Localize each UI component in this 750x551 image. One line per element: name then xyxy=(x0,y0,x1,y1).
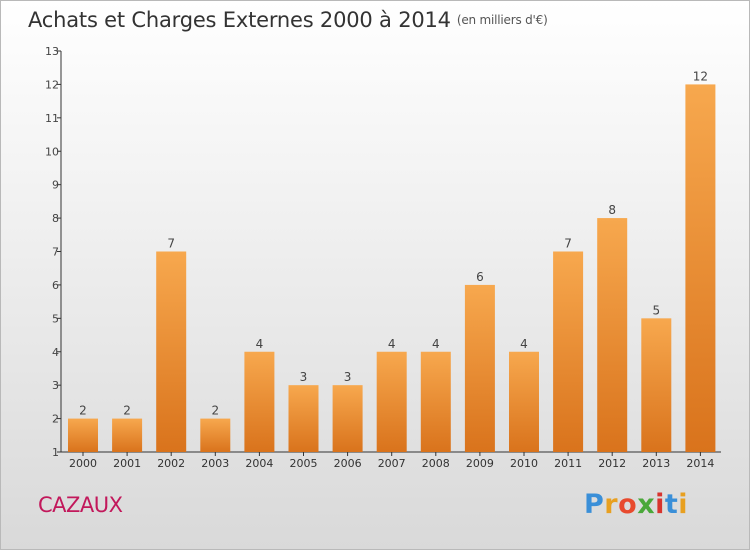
bar xyxy=(200,418,231,452)
logo-letter: P xyxy=(584,489,605,520)
y-tick-label: 4 xyxy=(52,346,59,359)
data-label: 3 xyxy=(344,370,352,384)
x-tick-label: 2009 xyxy=(466,457,494,470)
bar xyxy=(112,418,143,452)
chart-title-text: Achats et Charges Externes 2000 à 2014 xyxy=(28,8,451,32)
y-tick-label: 3 xyxy=(52,379,59,392)
bar xyxy=(464,284,495,452)
x-tick-label: 2013 xyxy=(642,457,670,470)
bar xyxy=(553,251,584,452)
y-tick-label: 10 xyxy=(45,145,59,158)
y-tick-label: 7 xyxy=(52,246,59,259)
data-label: 4 xyxy=(520,337,528,351)
x-tick-label: 2005 xyxy=(290,457,318,470)
y-tick-label: 13 xyxy=(45,45,59,58)
data-label: 8 xyxy=(608,203,616,217)
logo-letter: x xyxy=(637,489,656,520)
bar xyxy=(420,351,451,452)
logo-letter: o xyxy=(618,489,638,520)
y-tick-label: 8 xyxy=(52,212,59,225)
bar xyxy=(509,351,539,452)
proxiti-logo: Proxiti xyxy=(584,489,688,520)
bar xyxy=(288,385,319,452)
x-tick-label: 2006 xyxy=(334,457,362,470)
bar xyxy=(597,218,628,452)
data-label: 12 xyxy=(693,69,708,83)
data-label: 4 xyxy=(432,337,440,351)
logo-letter: t xyxy=(664,489,679,520)
y-tick-label: 1 xyxy=(52,446,59,459)
bar xyxy=(376,351,407,452)
x-tick-label: 2004 xyxy=(245,457,273,470)
y-tick-label: 5 xyxy=(52,312,59,325)
data-label: 5 xyxy=(652,303,660,317)
data-label: 2 xyxy=(123,404,131,418)
bar xyxy=(68,418,98,452)
x-tick-label: 2011 xyxy=(554,457,582,470)
data-label: 4 xyxy=(256,337,264,351)
x-tick-label: 2007 xyxy=(378,457,406,470)
data-label: 4 xyxy=(388,337,396,351)
data-label: 3 xyxy=(300,370,308,384)
x-tick-label: 2002 xyxy=(157,457,185,470)
y-tick-label: 12 xyxy=(45,78,59,91)
data-label: 7 xyxy=(167,237,175,251)
y-tick-label: 6 xyxy=(52,279,59,292)
x-tick-label: 2000 xyxy=(69,457,97,470)
bar xyxy=(244,351,275,452)
bar xyxy=(641,318,672,452)
bar xyxy=(332,385,363,452)
x-tick-label: 2010 xyxy=(510,457,538,470)
x-tick-label: 2014 xyxy=(686,457,714,470)
y-tick-label: 9 xyxy=(52,179,59,192)
logo-letter: r xyxy=(604,489,619,520)
x-tick-label: 2008 xyxy=(422,457,450,470)
bar xyxy=(685,84,716,453)
data-label: 6 xyxy=(476,270,484,284)
bar xyxy=(156,251,187,452)
data-label: 2 xyxy=(211,404,219,418)
commune-name: CAZAUX xyxy=(38,493,123,517)
chart-subtitle: (en milliers d'€) xyxy=(456,13,548,27)
x-tick-label: 2012 xyxy=(598,457,626,470)
data-label: 7 xyxy=(564,237,572,251)
chart-title: Achats et Charges Externes 2000 à 2014 (e… xyxy=(28,8,548,32)
y-tick-label: 11 xyxy=(45,112,59,125)
logo-letter: i xyxy=(678,489,689,520)
x-tick-label: 2001 xyxy=(113,457,141,470)
data-label: 2 xyxy=(79,404,87,418)
x-tick-label: 2003 xyxy=(201,457,229,470)
y-tick-label: 2 xyxy=(52,413,59,426)
logo-letter: i xyxy=(655,489,665,520)
